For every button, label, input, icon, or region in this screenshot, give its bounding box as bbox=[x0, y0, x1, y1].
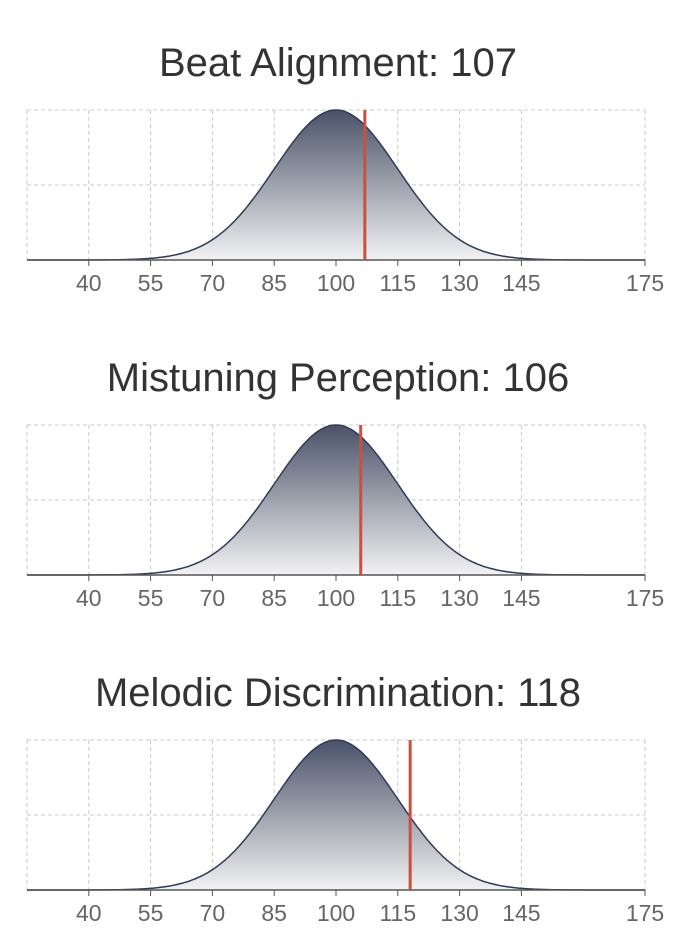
chart-title: Beat Alignment: 107 bbox=[159, 41, 517, 85]
chart-title: Mistuning Perception: 106 bbox=[107, 356, 570, 400]
x-tick-label: 145 bbox=[502, 900, 540, 926]
chart-title: Melodic Discrimination: 118 bbox=[95, 671, 581, 715]
chart-2: Melodic Discrimination: 118 40 55 70 85 100 11… bbox=[26, 671, 664, 926]
x-tick-label: 175 bbox=[626, 585, 664, 611]
distribution-area bbox=[27, 425, 645, 575]
x-tick-label: 130 bbox=[440, 585, 478, 611]
x-tick-label: 55 bbox=[138, 270, 164, 296]
x-tick-label: 85 bbox=[261, 900, 287, 926]
x-tick-label: 115 bbox=[379, 270, 416, 296]
x-tick-label: 40 bbox=[76, 585, 102, 611]
x-tick-label: 85 bbox=[261, 585, 287, 611]
x-tick-label: 130 bbox=[440, 900, 478, 926]
x-tick-label: 70 bbox=[200, 900, 226, 926]
x-tick-label: 145 bbox=[502, 270, 540, 296]
x-tick-label: 115 bbox=[379, 585, 416, 611]
x-tick-label: 175 bbox=[626, 900, 664, 926]
x-tick-label: 40 bbox=[76, 900, 102, 926]
x-tick-label: 85 bbox=[261, 270, 287, 296]
x-tick-label: 100 bbox=[317, 270, 355, 296]
x-tick-label: 115 bbox=[379, 900, 416, 926]
chart-1: Mistuning Perception: 106 40 55 70 85 100 115 1… bbox=[26, 356, 664, 611]
x-tick-label: 40 bbox=[76, 270, 102, 296]
x-tick-label: 100 bbox=[317, 585, 355, 611]
distribution-area bbox=[27, 110, 645, 260]
distribution-area bbox=[27, 740, 645, 890]
x-tick-label: 70 bbox=[200, 270, 226, 296]
x-tick-label: 145 bbox=[502, 585, 540, 611]
x-tick-label: 100 bbox=[317, 900, 355, 926]
x-tick-label: 70 bbox=[200, 585, 226, 611]
x-tick-label: 55 bbox=[138, 585, 164, 611]
x-tick-label: 130 bbox=[440, 270, 478, 296]
chart-0: Beat Alignment: 107 40 55 70 85 100 115 130 145 1… bbox=[26, 41, 664, 296]
x-tick-label: 175 bbox=[626, 270, 664, 296]
x-tick-label: 55 bbox=[138, 900, 164, 926]
